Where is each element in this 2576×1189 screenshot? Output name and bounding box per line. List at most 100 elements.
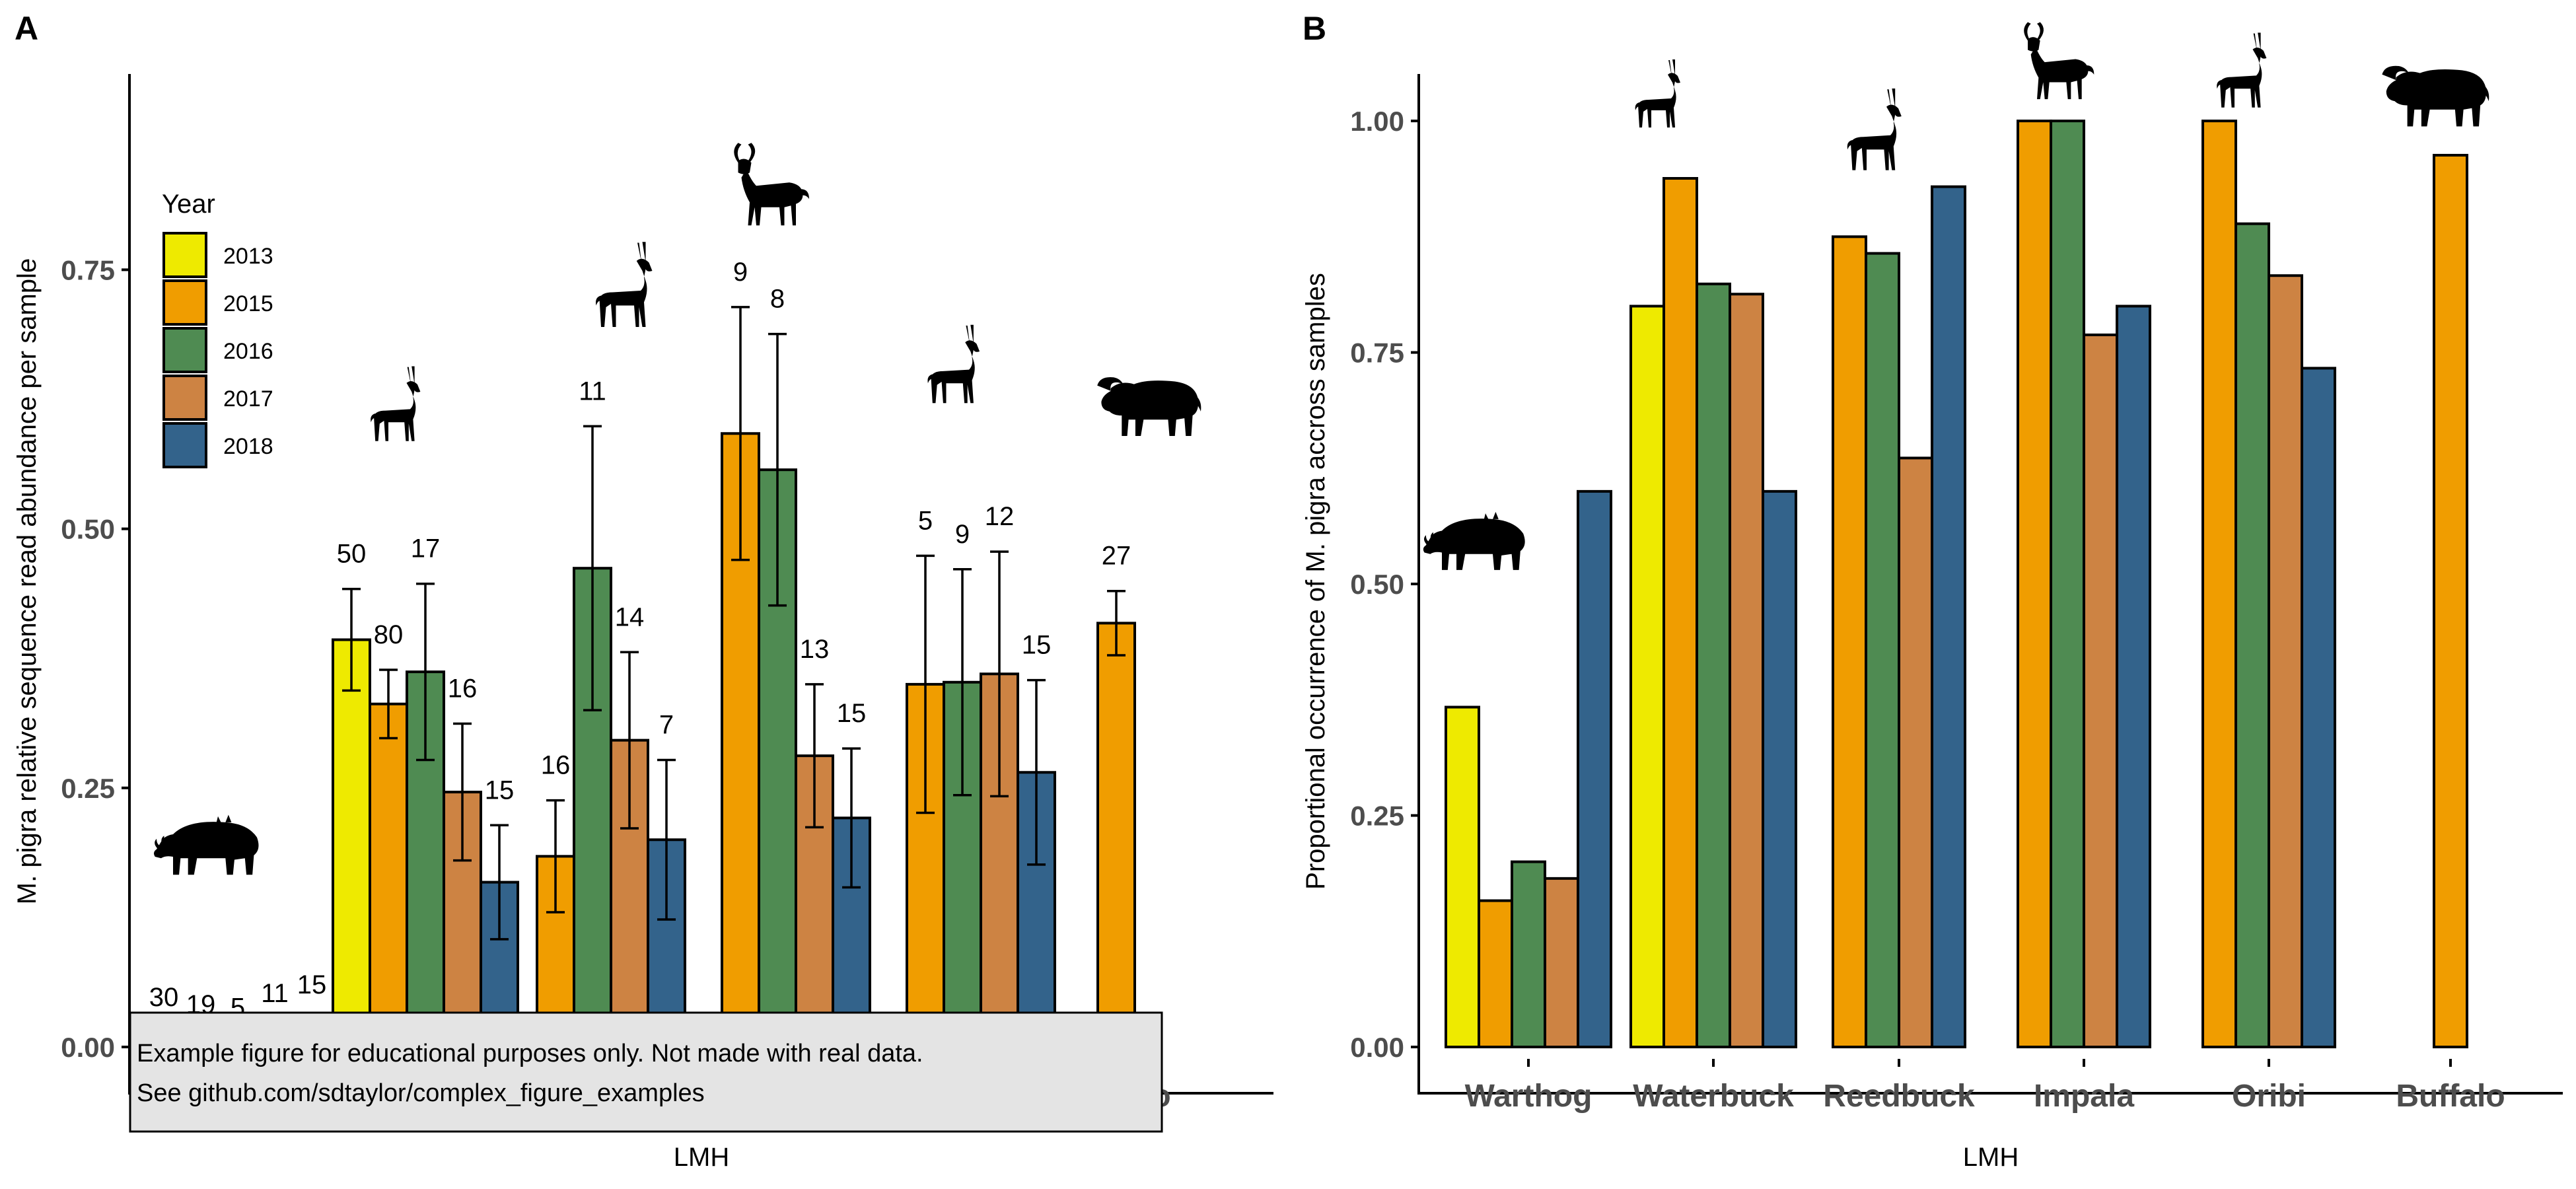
panel-a-y-ticks: 0.00 0.25 0.50 0.75	[61, 254, 129, 1063]
buffalo-icon	[1097, 377, 1201, 436]
legend-swatch-2015	[162, 279, 207, 326]
legend-swatch-2018	[162, 422, 207, 468]
sample-count-label: 11	[261, 979, 289, 1008]
panel-b-x-ticks: Warthog Waterbuck Reedbuck Impala Oribi Buffa…	[1465, 1059, 2505, 1114]
panel-b-y-title: Proportional occurrence of M. pigra accr…	[1301, 273, 1330, 890]
sample-count-label: 9	[733, 258, 748, 287]
legend-swatch-2016	[162, 327, 207, 373]
bar-warthog-2015	[1478, 899, 1513, 1048]
x-tick-label-waterbuck: Waterbuck	[1633, 1079, 1794, 1114]
bar-impala-2016	[2050, 120, 2085, 1049]
sample-count-label: 80	[374, 620, 404, 649]
sample-count-label: 9	[955, 520, 970, 549]
panel-b: 0.00 0.25 0.50 0.75 1.00 Warthog Waterbuck Ree…	[1301, 22, 2563, 1172]
bar-waterbuck-2015	[1663, 177, 1698, 1049]
error-bar-reedbuck-2015	[546, 799, 565, 914]
panel-b-letter: B	[1303, 10, 1326, 47]
impala-icon	[734, 143, 809, 226]
bar-waterbuck-2013	[332, 638, 371, 1048]
x-tick-label-reedbuck: Reedbuck	[1823, 1079, 1975, 1114]
x-tick-label-oribi: Oribi	[2232, 1079, 2306, 1114]
bar-reedbuck-2017	[1898, 456, 1933, 1048]
error-bar-oribi-2015	[916, 554, 935, 814]
panel-a-error-bars	[155, 306, 1126, 1048]
bar-waterbuck-2017	[1729, 293, 1764, 1048]
sample-count-label: 7	[659, 710, 674, 739]
error-bar-impala-2015	[731, 306, 750, 561]
y-tick-label: 0.00	[61, 1032, 115, 1063]
legend-swatch-2017	[162, 375, 207, 421]
error-bar-oribi-2018	[1027, 678, 1046, 866]
reedbuck-icon	[1847, 89, 1902, 170]
bar-oribi-2015	[2201, 120, 2237, 1049]
y-tick-label: 0.50	[61, 514, 115, 545]
bar-buffalo-2015	[2433, 153, 2468, 1049]
sample-count-label: 12	[985, 502, 1015, 531]
y-tick-label: 0.75	[1350, 338, 1404, 369]
error-bar-waterbuck-2017	[453, 722, 472, 862]
panel-b-y-ticks: 0.00 0.25 0.50 0.75 1.00	[1350, 106, 1419, 1063]
panel-a-y-title: M. pigra relative sequence read abundanc…	[13, 258, 42, 904]
warthog-icon	[1423, 511, 1525, 570]
y-tick-label: 0.25	[61, 773, 115, 804]
x-tick-label-impala: Impala	[2034, 1079, 2134, 1114]
bar-warthog-2017	[1544, 877, 1579, 1049]
panel-a-x-title: LMH	[674, 1143, 729, 1172]
error-bar-oribi-2017	[990, 550, 1009, 798]
bar-oribi-2018	[2301, 367, 2336, 1048]
y-tick-label: 0.50	[1350, 569, 1404, 600]
bar-reedbuck-2015	[1832, 235, 1867, 1048]
bar-waterbuck-2015	[369, 702, 408, 1049]
sample-count-label: 11	[579, 377, 606, 406]
bar-warthog-2013	[1445, 705, 1480, 1048]
sample-count-label: 14	[615, 602, 645, 631]
error-bar-impala-2018	[842, 747, 861, 889]
bar-reedbuck-2016	[1865, 252, 1900, 1048]
disclaimer-line-2: See github.com/sdtaylor/complex_figure_e…	[137, 1079, 705, 1107]
y-tick-label: 0.25	[1350, 801, 1404, 832]
disclaimer-box	[129, 1011, 1163, 1133]
sample-count-label: 16	[541, 751, 571, 780]
sample-count-label: 5	[918, 506, 933, 535]
bar-buffalo-2015	[1096, 622, 1136, 1048]
waterbuck-icon	[371, 366, 421, 441]
panel-a: 0.000.250.500.75 30 19 5 11 1550801716151611…	[13, 74, 1273, 1172]
reedbuck-icon	[596, 242, 653, 327]
sample-count-label: 15	[297, 970, 327, 999]
impala-icon	[2024, 22, 2094, 100]
legend-title: Year	[162, 190, 215, 219]
sample-count-label: 17	[411, 534, 441, 563]
sample-count-label: 13	[800, 635, 830, 664]
bar-warthog-2016	[1511, 860, 1546, 1048]
sample-count-label: 15	[485, 775, 515, 805]
error-bar-reedbuck-2017	[620, 651, 639, 830]
sample-count-label: 27	[1102, 542, 1131, 571]
bar-reedbuck-2018	[1931, 185, 1966, 1048]
error-bar-impala-2016	[768, 332, 787, 607]
error-bar-impala-2017	[805, 683, 824, 829]
sample-count-label: 30	[149, 983, 179, 1012]
y-tick-label: 0.00	[1350, 1032, 1404, 1063]
bar-waterbuck-2013	[1629, 305, 1665, 1048]
error-bar-buffalo-2015	[1107, 589, 1126, 657]
panel-b-x-title: LMH	[1963, 1143, 2019, 1172]
legend-label-2016: 2016	[223, 339, 273, 364]
sample-count-label: 15	[837, 699, 867, 728]
x-tick-label-buffalo: Buffalo	[2396, 1079, 2505, 1114]
legend-label-2013: 2013	[223, 244, 273, 269]
sample-count-label: 15	[1022, 631, 1052, 660]
legend-label-2017: 2017	[223, 386, 273, 412]
sample-count-label: 50	[337, 540, 367, 569]
error-bar-reedbuck-2018	[657, 758, 676, 921]
bar-oribi-2017	[2268, 274, 2303, 1048]
bar-oribi-2016	[2235, 222, 2270, 1048]
bar-waterbuck-2018	[1762, 489, 1797, 1048]
error-bar-reedbuck-2016	[583, 425, 602, 711]
disclaimer-note: Example figure for educational purposes …	[129, 1011, 1163, 1133]
error-bar-oribi-2016	[953, 568, 972, 797]
panel-b-bars	[1445, 120, 2468, 1049]
oribi-icon	[927, 324, 980, 404]
x-tick-label-warthog: Warthog	[1465, 1079, 1592, 1114]
buffalo-icon	[2382, 65, 2489, 127]
